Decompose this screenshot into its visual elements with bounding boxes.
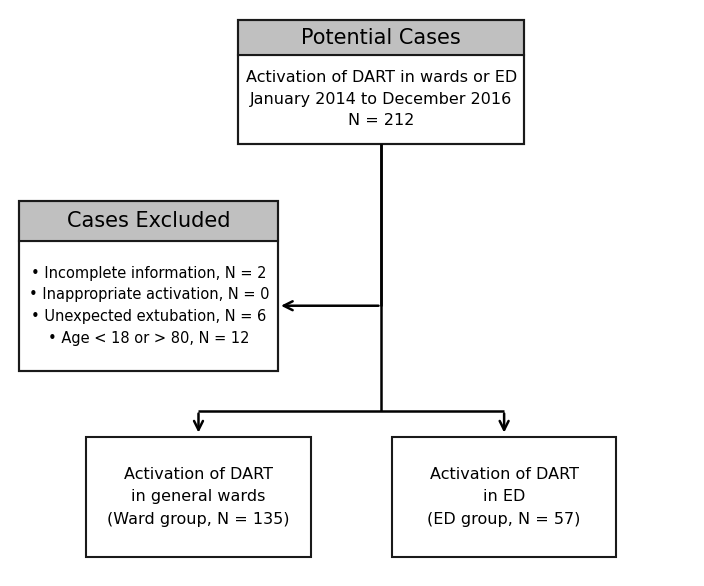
Bar xyxy=(87,437,310,557)
Bar xyxy=(238,20,524,54)
Text: Activation of DART
in ED
(ED group, N = 57): Activation of DART in ED (ED group, N = … xyxy=(427,467,581,527)
Text: Activation of DART in wards or ED
January 2014 to December 2016
N = 212: Activation of DART in wards or ED Januar… xyxy=(246,70,517,128)
Text: • Incomplete information, N = 2
• Inappropriate activation, N = 0
• Unexpected e: • Incomplete information, N = 2 • Inappr… xyxy=(29,266,269,346)
Bar xyxy=(238,54,524,144)
Bar xyxy=(20,201,278,370)
Bar xyxy=(392,437,616,557)
Text: Cases Excluded: Cases Excluded xyxy=(67,211,231,231)
Text: Potential Cases: Potential Cases xyxy=(301,28,461,47)
Bar xyxy=(20,241,278,370)
Bar xyxy=(238,21,524,144)
Bar xyxy=(20,201,278,241)
Text: Activation of DART
in general wards
(Ward group, N = 135): Activation of DART in general wards (War… xyxy=(107,467,290,527)
